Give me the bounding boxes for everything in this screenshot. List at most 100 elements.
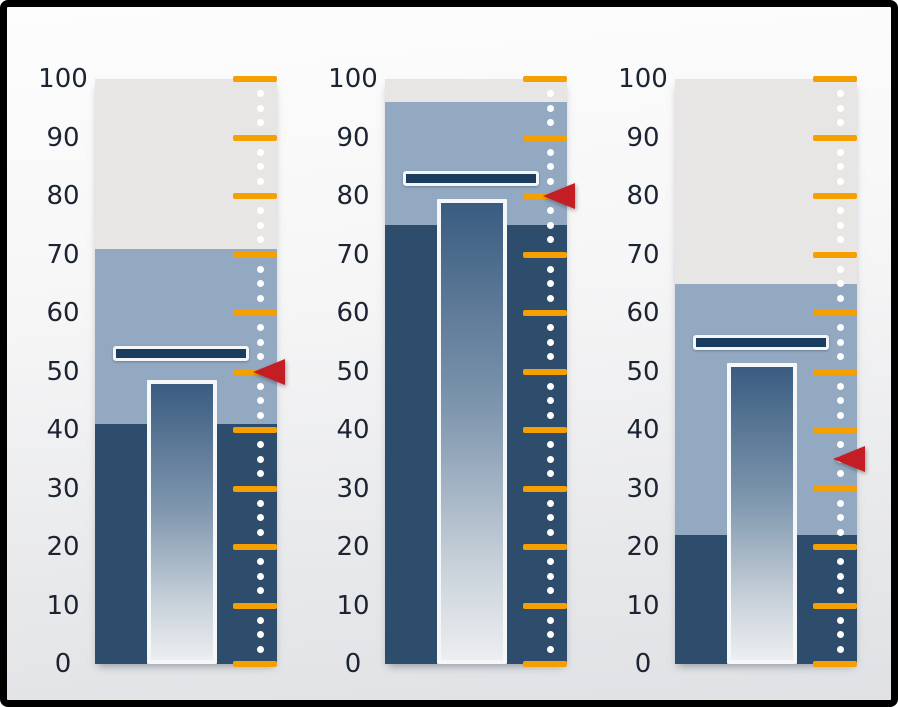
ruler-tick: [233, 661, 277, 667]
axis-tick-label: 50: [626, 356, 660, 387]
range-band-high: [95, 79, 277, 249]
ruler-dot: [257, 631, 264, 639]
ruler-dot: [257, 587, 264, 595]
ruler-dot: [257, 616, 264, 624]
ruler-dot: [547, 353, 554, 361]
ruler-dot: [547, 499, 554, 507]
ruler-dot: [257, 280, 264, 288]
ruler-tick: [523, 251, 567, 258]
axis-tick-label: 80: [46, 181, 80, 211]
ruler-tick: [813, 134, 857, 141]
ruler-tick: [523, 76, 567, 82]
axis-tick-label: 0: [344, 649, 362, 679]
marker-arrow[interactable]: [543, 183, 575, 209]
axis-tick-label: 50: [336, 356, 370, 387]
axis-tick-label: 0: [54, 649, 72, 679]
axis-tick-label: 70: [336, 239, 370, 270]
ruler-dot: [257, 470, 264, 478]
axis-tick-label: 10: [336, 590, 370, 621]
axis-tick-label: 0: [634, 649, 652, 679]
axis-tick-labels: 0 10 20 30 40 50 60 70 80 90 100: [37, 64, 89, 679]
ruler-dot: [547, 265, 554, 273]
ruler-tick: [813, 485, 857, 492]
marker-arrow[interactable]: [833, 446, 865, 473]
ruler-dot: [837, 104, 844, 112]
ruler-dot: [257, 572, 264, 580]
ruler-tick: [813, 602, 857, 609]
axis-tick-label: 40: [336, 415, 370, 445]
axis-tick-label: 40: [46, 415, 80, 445]
ruler-dot: [547, 514, 554, 522]
ruler-dot: [837, 441, 844, 449]
ruler-dot: [257, 236, 264, 244]
ruler-dot: [837, 177, 844, 185]
ruler-dot: [257, 441, 264, 449]
ruler-tick: [523, 427, 567, 433]
axis-tick-label: 20: [46, 532, 80, 562]
axis-tick-label: 70: [46, 239, 80, 270]
ruler-dot: [547, 324, 554, 332]
ruler-tick: [233, 427, 277, 433]
marker-arrow[interactable]: [253, 358, 285, 385]
ruler-dot: [547, 455, 554, 463]
measure-bar: [727, 362, 797, 664]
measure-bar: [437, 198, 507, 664]
ruler-dot: [547, 294, 554, 302]
measure-bar: [147, 380, 217, 664]
bullet-gauge-1: 0 10 20 30 40 50 60 70 80 90 100: [37, 64, 285, 679]
ruler-dot: [547, 177, 554, 185]
ruler-dot: [547, 397, 554, 405]
ruler-dot: [837, 324, 844, 332]
axis-tick-label: 90: [46, 122, 80, 153]
ruler-dot: [547, 587, 554, 595]
ruler-tick: [233, 193, 277, 199]
axis-tick-label: 80: [626, 181, 660, 211]
axis-tick-label: 30: [336, 473, 370, 504]
ruler-dot: [257, 411, 264, 419]
axis-tick-label: 60: [46, 298, 80, 328]
ruler-dot: [547, 528, 554, 536]
axis-tick-labels: 0 10 20 30 40 50 60 70 80 90 100: [617, 64, 669, 679]
axis-tick-label: 10: [46, 590, 80, 621]
ruler-dot: [837, 163, 844, 171]
ruler-tick: [233, 76, 277, 82]
axis-tick-label: 30: [626, 473, 660, 504]
ruler-dot: [547, 163, 554, 171]
ruler-tick: [813, 193, 857, 199]
target-line: [113, 346, 249, 362]
axis-tick-label: 100: [328, 64, 378, 94]
ruler-dot: [257, 338, 264, 346]
axis-tick-label: 100: [618, 64, 668, 94]
ruler-dot: [837, 265, 844, 273]
ruler-tick: [233, 485, 277, 492]
ruler-dot: [837, 528, 844, 536]
ruler-tick: [233, 134, 277, 141]
axis-tick-labels: 0 10 20 30 40 50 60 70 80 90 100: [327, 64, 379, 679]
ruler-dot: [837, 558, 844, 566]
ruler-dot: [547, 90, 554, 98]
ruler-dot: [547, 645, 554, 653]
ruler-dot: [837, 587, 844, 595]
ruler-tick: [523, 134, 567, 141]
bullet-gauge-2: 0 10 20 30 40 50 60 70 80 90 100: [327, 64, 575, 679]
ruler-dot: [547, 470, 554, 478]
ruler-tick: [233, 544, 277, 550]
axis-tick-label: 70: [626, 239, 660, 270]
ruler-dot: [837, 90, 844, 98]
axis-tick-label: 10: [626, 590, 660, 621]
axis-tick-label: 30: [46, 473, 80, 504]
ruler-dot: [837, 221, 844, 229]
ruler-dot: [837, 470, 844, 478]
ruler-dot: [257, 148, 264, 156]
ruler-dot: [547, 441, 554, 449]
axis-tick-label: 20: [626, 532, 660, 562]
axis-tick-label: 20: [336, 532, 370, 562]
ruler-dot: [547, 631, 554, 639]
ruler-dot: [257, 104, 264, 112]
axis-tick-label: 60: [336, 298, 370, 328]
ruler-dot: [547, 280, 554, 288]
ruler-dot: [257, 353, 264, 361]
ruler-dot: [547, 236, 554, 244]
ruler-dot: [837, 236, 844, 244]
ruler-dot: [837, 280, 844, 288]
